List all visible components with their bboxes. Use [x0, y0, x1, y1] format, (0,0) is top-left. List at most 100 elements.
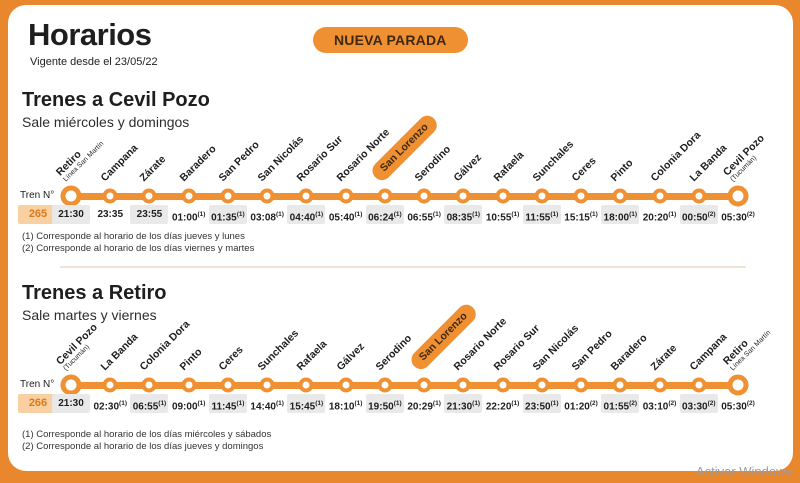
time-cell: 09:00(1) [170, 394, 208, 413]
footnote-marker: (1) [315, 400, 324, 407]
station-label: Gálvez [334, 341, 366, 373]
time-cell: 23:55 [130, 205, 169, 224]
terminal-station-node [727, 374, 749, 396]
time-cell: 01:00(1) [170, 205, 208, 224]
time-cell: 21:30 [52, 394, 90, 413]
time-cell: 18:10(1) [327, 394, 365, 413]
station-label: Ceres [216, 343, 246, 373]
time-value: 23:35 [97, 209, 124, 220]
footnote-marker: (1) [511, 400, 520, 407]
time-value: 03:08 [250, 212, 276, 224]
new-stop-badge: NUEVA PARADA [313, 27, 468, 53]
time-value: 22:20 [485, 401, 512, 413]
station-label: Serodino [413, 143, 454, 184]
station-name: Baradero [177, 142, 219, 184]
station-label: Cevil Pozo (Tucumán) [721, 132, 773, 184]
station-node [495, 377, 511, 393]
station-node [259, 188, 275, 204]
station-label: La Banda [687, 142, 729, 184]
station-node [338, 188, 354, 204]
time-value: 15:45 [289, 401, 316, 413]
time-value: 06:55 [407, 212, 433, 224]
time-cell: 21:30(1) [444, 394, 483, 413]
station-node [416, 188, 432, 204]
time-value: 04:40 [289, 212, 316, 224]
train-number-label: Tren N° [20, 190, 55, 201]
footnote-1: (1) Corresponde al horario de los días j… [22, 231, 245, 242]
section-title-to-retiro: Trenes a Retiro [22, 282, 167, 304]
page-title: Horarios [28, 17, 152, 52]
station-node [455, 377, 471, 393]
time-value: 05:30 [721, 212, 747, 224]
time-value: 02:30 [93, 401, 120, 413]
time-value: 00:50 [681, 212, 708, 224]
station-name: Zárate [648, 342, 679, 373]
section-subtitle-to-retiro: Sale martes y viernes [22, 307, 157, 323]
terminal-station-node [727, 185, 749, 207]
station-label: Baradero [608, 331, 650, 373]
station-node [612, 188, 628, 204]
time-cell: 04:40(1) [287, 205, 326, 224]
station-name: Pinto [177, 345, 205, 373]
time-value: 21:30 [58, 398, 84, 409]
time-cell: 01:20(2) [562, 394, 600, 413]
footnote-marker: (1) [354, 211, 363, 218]
time-cell: 05:30(2) [719, 205, 757, 224]
time-cell: 01:35(1) [208, 205, 247, 224]
station-label: Cevil Pozo (Tucumán) [54, 321, 106, 373]
station-node [298, 377, 314, 393]
time-value: 18:00 [603, 212, 630, 224]
station-name: Rafaela [491, 149, 526, 184]
footnote-marker: (1) [589, 211, 598, 218]
footnote-1: (1) Corresponde al horario de los días m… [22, 429, 272, 440]
station-name: Ceres [216, 343, 246, 373]
footnote-marker: (2) [746, 211, 755, 218]
time-value: 01:00 [171, 212, 198, 224]
time-value: 20:20 [642, 212, 669, 224]
time-value: 05:40 [328, 212, 355, 224]
time-value: 01:55 [603, 401, 630, 413]
station-node [455, 188, 471, 204]
time-cell: 11:45(1) [208, 394, 247, 413]
station-node [141, 377, 157, 393]
footnote-marker: (1) [197, 211, 206, 218]
time-value: 14:40 [250, 401, 276, 413]
station-label: Campana [687, 331, 729, 373]
station-label: Ceres [570, 155, 599, 184]
section-subtitle-to-cevil-pozo: Sale miércoles y domingos [22, 114, 190, 130]
station-label: Rafaela [491, 149, 526, 184]
station-name: Zárate [137, 153, 169, 184]
time-cell: 15:45(1) [287, 394, 326, 413]
time-cell: 19:50(1) [365, 394, 404, 413]
footnote-marker: (2) [707, 400, 716, 407]
station-node [691, 188, 707, 204]
station-name: Baradero [608, 331, 650, 373]
station-label: Sunchales [256, 327, 302, 373]
time-cell: 20:29(1) [405, 394, 443, 413]
time-value: 21:30 [446, 401, 473, 413]
footnote-marker: (2) [629, 400, 638, 407]
time-value: 20:29 [407, 401, 433, 413]
station-label: San Pedro [570, 328, 615, 373]
station-node [652, 377, 668, 393]
station-label: Serodino [373, 332, 414, 373]
time-cell: 21:30 [52, 205, 90, 224]
station-node [220, 188, 236, 204]
footnote-marker: (1) [550, 211, 559, 218]
time-cell: 08:35(1) [444, 205, 483, 224]
time-cell: 06:55(1) [405, 205, 443, 224]
station-node [298, 188, 314, 204]
footnote-marker: (1) [119, 400, 127, 407]
footnote-marker: (1) [354, 400, 363, 407]
time-value: 10:55 [485, 212, 512, 224]
station-label: Retiro Línea San Martín [54, 133, 106, 184]
time-value: 19:50 [368, 401, 394, 413]
schedule-card: Horarios Vigente desde el 23/05/22 NUEVA… [8, 5, 793, 471]
station-node [377, 377, 393, 393]
time-value: 15:15 [564, 212, 590, 224]
footnote-marker: (1) [393, 211, 402, 218]
station-name: Pinto [608, 156, 636, 184]
time-cell: 18:00(1) [601, 205, 640, 224]
station-name: San Pedro [216, 138, 262, 184]
